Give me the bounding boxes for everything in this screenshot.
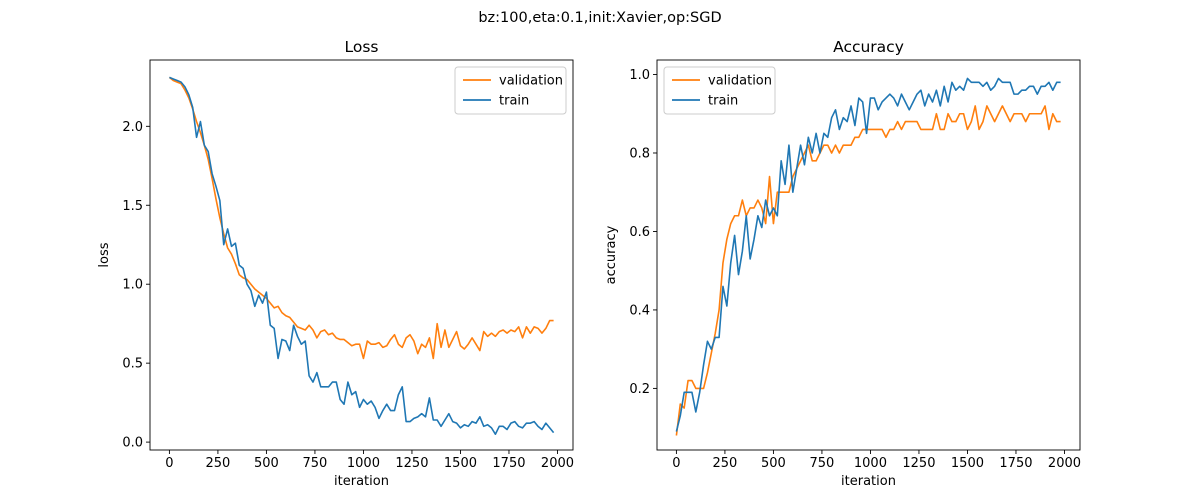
- legend-label-train: train: [499, 94, 529, 109]
- x-tick-label: 1000: [347, 456, 380, 471]
- x-tick-label: 2000: [541, 456, 574, 471]
- x-tick-label: 1750: [999, 456, 1032, 471]
- legend: validation train: [454, 66, 567, 115]
- x-tick-label: 1500: [951, 456, 984, 471]
- series-line-validation: [168, 76, 554, 360]
- y-tick-label: 0.8: [629, 146, 650, 161]
- x-tick-label: 1750: [492, 456, 525, 471]
- series-line-validation: [675, 105, 1061, 436]
- x-tick-label: 0: [672, 456, 680, 471]
- x-tick-label: 750: [303, 456, 328, 471]
- chart-title: Loss: [345, 38, 379, 56]
- series-line-train: [169, 76, 555, 436]
- x-tick-label: 500: [254, 456, 279, 471]
- series-line-train: [675, 77, 1061, 432]
- legend-label-validation: validation: [499, 74, 563, 89]
- y-tick-label: 1.5: [122, 199, 143, 214]
- y-tick-label: 0.0: [122, 436, 143, 451]
- y-tick-label: 0.5: [122, 357, 143, 372]
- accuracy-chart-panel: Accuracy 0 250 500 750 1000 1250 1500 1750 2000 0.…: [604, 38, 1081, 489]
- x-tick-label: 1500: [444, 456, 477, 471]
- loss-chart-panel: Loss 0 250 500 750 1000 1250 1500 1750 2000 0.0 0.5…: [97, 38, 574, 489]
- legend-label-train: train: [708, 94, 738, 109]
- axes-frame: [149, 59, 574, 451]
- y-tick-label: 0.2: [629, 382, 650, 397]
- x-tick-label: 2000: [1048, 456, 1081, 471]
- x-tick-label: 1000: [854, 456, 887, 471]
- chart-title: Accuracy: [833, 38, 904, 56]
- y-tick-label: 1.0: [629, 68, 650, 83]
- x-tick-label: 0: [165, 456, 173, 471]
- x-tick-label: 250: [205, 456, 230, 471]
- y-axis-label: loss: [97, 242, 112, 267]
- y-tick-label: 2.0: [122, 120, 143, 135]
- x-tick-label: 500: [761, 456, 786, 471]
- axes-frame: [656, 59, 1081, 451]
- figure-suptitle: bz:100,eta:0.1,init:Xavier,op:SGD: [478, 10, 721, 26]
- legend: validation train: [663, 66, 776, 115]
- legend-box: [663, 66, 776, 115]
- y-tick-label: 0.4: [629, 303, 650, 318]
- y-tick-label: 0.6: [629, 225, 650, 240]
- legend-box: [454, 66, 567, 115]
- x-tick-label: 250: [712, 456, 737, 471]
- y-tick-label: 1.0: [122, 278, 143, 293]
- legend-label-validation: validation: [708, 74, 772, 89]
- x-axis-label: iteration: [841, 474, 896, 489]
- x-tick-label: 1250: [902, 456, 935, 471]
- x-tick-label: 1250: [395, 456, 428, 471]
- y-axis-label: accuracy: [604, 225, 619, 284]
- x-tick-label: 750: [810, 456, 835, 471]
- x-axis-label: iteration: [334, 474, 389, 489]
